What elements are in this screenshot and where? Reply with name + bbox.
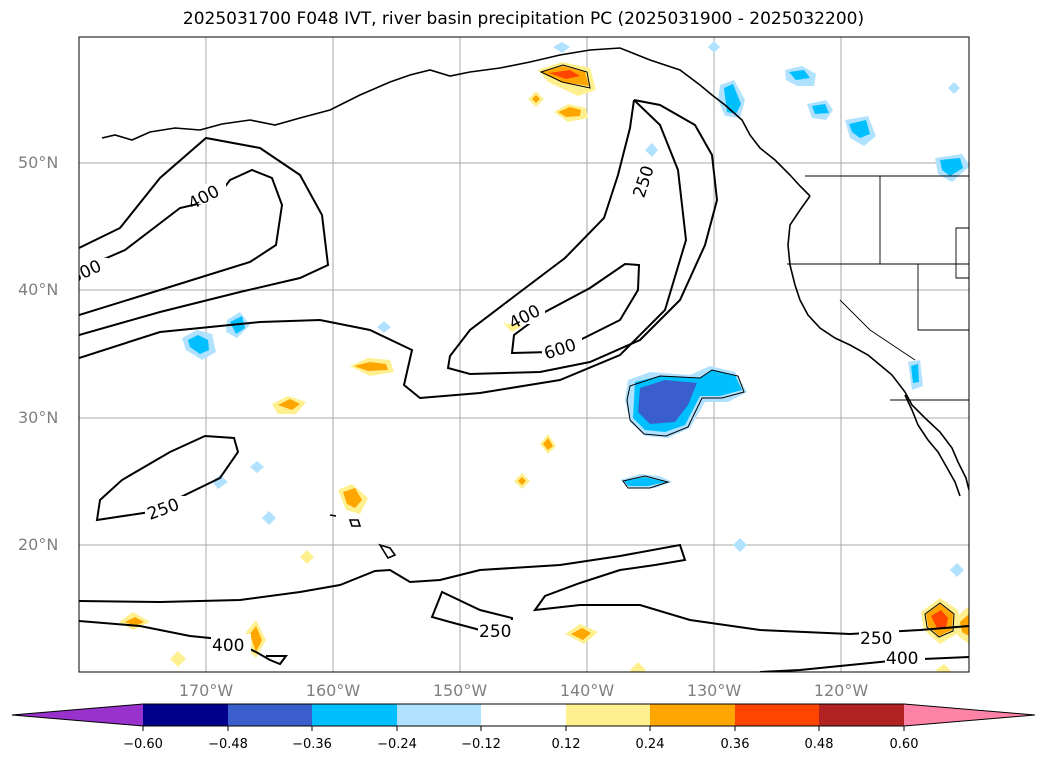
colorbar-extend-left xyxy=(12,704,143,726)
contour-label: 400 xyxy=(212,636,244,656)
colorbar-bin xyxy=(397,704,481,726)
map-content: 400 600 250 400 600 250 250 400 250 400 xyxy=(79,37,969,672)
map-title: 2025031700 F048 IVT, river basin precipi… xyxy=(182,9,865,29)
colorbar-bin xyxy=(143,704,228,726)
lon-label: 160°W xyxy=(305,681,361,700)
colorbar-tick-label: 0.12 xyxy=(551,737,581,752)
colorbar-extend-right xyxy=(904,704,1035,726)
lon-label: 130°W xyxy=(686,681,742,700)
lat-label: 40°N xyxy=(18,280,59,299)
contour-label: 250 xyxy=(479,622,511,642)
anomaly-outlines xyxy=(539,64,955,638)
colorbar-ticks xyxy=(142,726,905,731)
lat-label: 50°N xyxy=(18,153,59,172)
negative-anomaly-patches xyxy=(182,41,969,577)
contour-label: 250 xyxy=(860,629,892,649)
colorbar-tick-label: −0.36 xyxy=(292,737,332,752)
colorbar-tick-label: −0.24 xyxy=(377,737,417,752)
colorbar-bin xyxy=(481,704,566,726)
political-borders xyxy=(787,175,969,401)
colorbar-tick-label: −0.12 xyxy=(461,737,501,752)
colorbar-tick-label: 0.24 xyxy=(635,737,665,752)
colorbar xyxy=(11,703,1036,731)
colorbar-bin xyxy=(819,704,904,726)
colorbar-bin xyxy=(312,704,397,726)
contour-label: 400 xyxy=(886,649,918,669)
lon-label: 150°W xyxy=(432,681,488,700)
colorbar-tick-label: 0.48 xyxy=(804,737,834,752)
colorbar-tick-label: 0.36 xyxy=(720,737,750,752)
colorbar-bin xyxy=(566,704,650,726)
lon-label: 170°W xyxy=(178,681,234,700)
map-frame xyxy=(78,36,970,673)
colorbar-tick-label: −0.48 xyxy=(208,737,248,752)
ivt-contours xyxy=(79,99,969,672)
lon-label: 140°W xyxy=(559,681,615,700)
coastlines xyxy=(101,47,969,560)
colorbar-bin xyxy=(228,704,312,726)
colorbar-bin xyxy=(735,704,819,726)
lat-label: 20°N xyxy=(18,535,59,554)
lon-label: 120°W xyxy=(813,681,869,700)
colorbar-bin xyxy=(650,704,735,726)
colorbar-tick-label: 0.60 xyxy=(889,737,919,752)
colorbar-tick-label: −0.60 xyxy=(123,737,163,752)
lat-label: 30°N xyxy=(18,408,59,427)
map-background xyxy=(79,37,969,672)
